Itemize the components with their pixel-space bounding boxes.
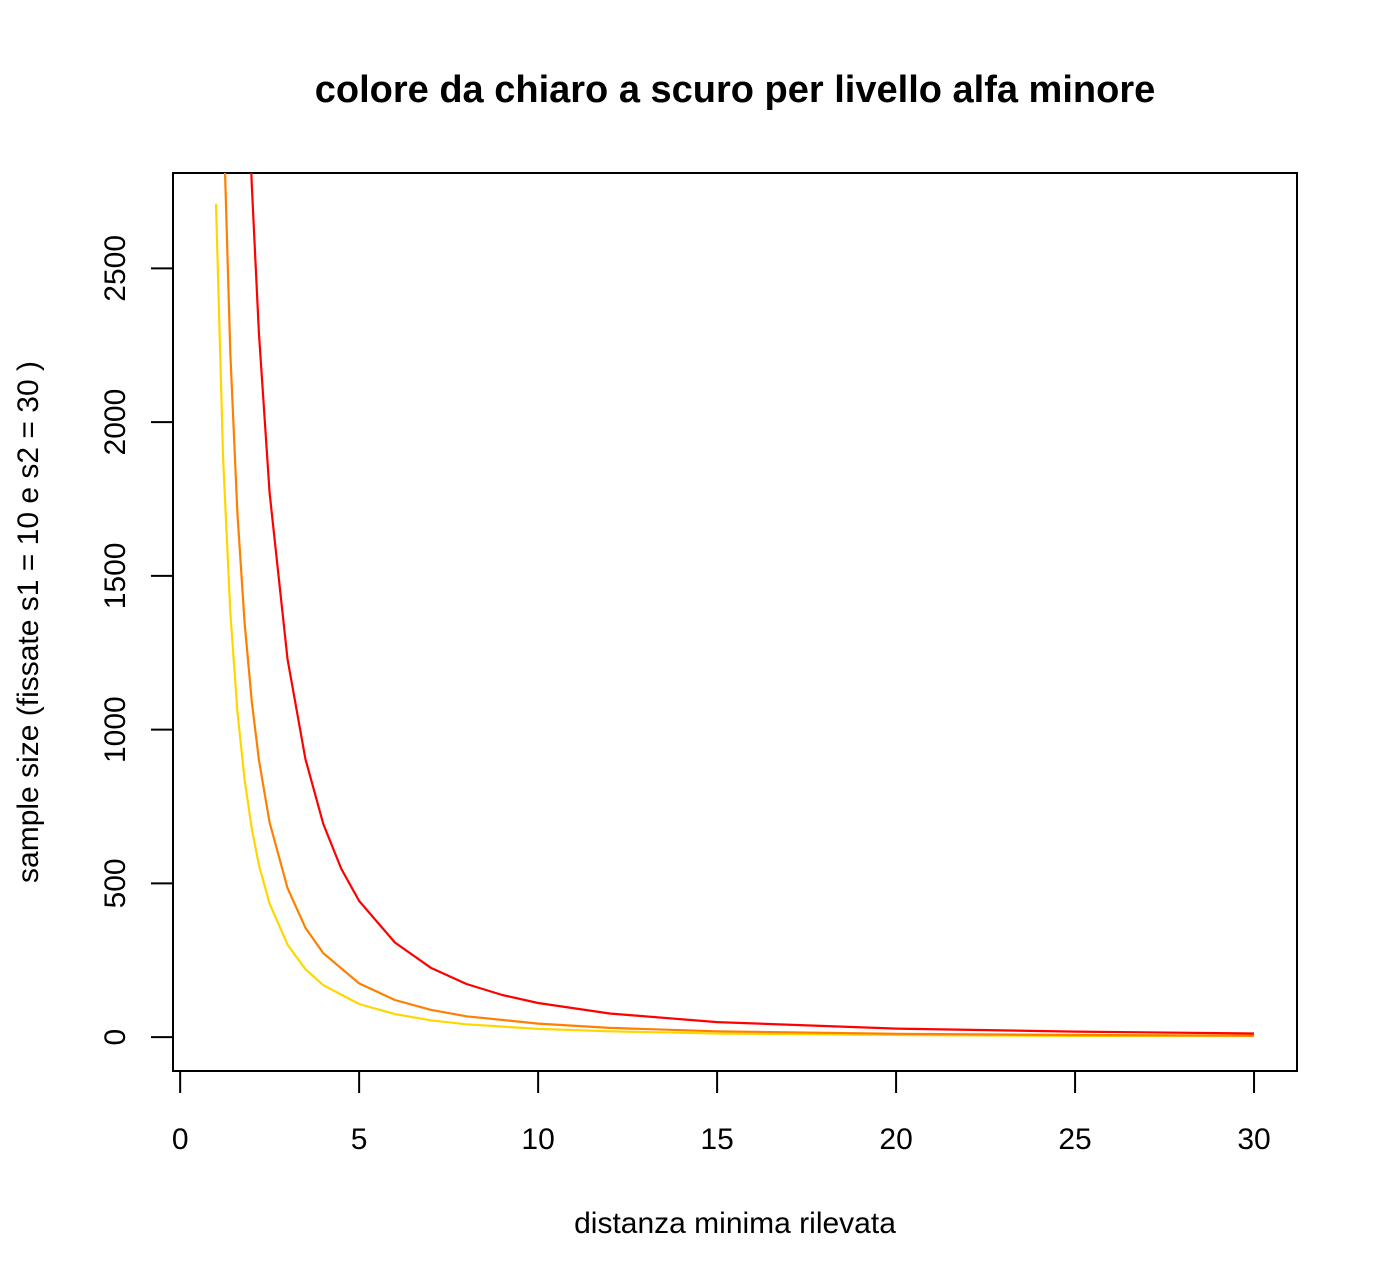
x-tick-label: 10 — [521, 1123, 554, 1156]
x-axis-label: distanza minima rilevata — [574, 1207, 896, 1240]
x-tick-label: 0 — [172, 1123, 189, 1156]
series-layer — [214, 173, 1255, 1038]
series-line-3 — [250, 173, 1255, 1035]
series-line-1 — [214, 203, 1255, 1038]
x-tick-label: 25 — [1058, 1123, 1091, 1156]
x-tick-label: 20 — [879, 1123, 912, 1156]
x-axis: 0 5 10 15 20 25 30 — [172, 1070, 1271, 1156]
y-tick-label: 1500 — [99, 542, 132, 609]
y-axis: 0 500 1000 1500 2000 2500 — [99, 235, 174, 1046]
x-tick-label: 30 — [1237, 1123, 1270, 1156]
y-axis-label: sample size (fissate s1 = 10 e s2 = 30 ) — [12, 361, 45, 883]
y-tick-label: 2500 — [99, 235, 132, 302]
plot-box — [172, 172, 1298, 1072]
y-tick-label: 2000 — [99, 389, 132, 456]
x-tick-label: 15 — [700, 1123, 733, 1156]
chart-title: colore da chiaro a scuro per livello alf… — [315, 69, 1156, 111]
x-tick-label: 5 — [351, 1123, 368, 1156]
y-tick-label: 1000 — [99, 696, 132, 763]
series-line-2 — [223, 173, 1255, 1037]
y-tick-label: 500 — [99, 858, 132, 908]
y-tick-label: 0 — [99, 1029, 132, 1046]
